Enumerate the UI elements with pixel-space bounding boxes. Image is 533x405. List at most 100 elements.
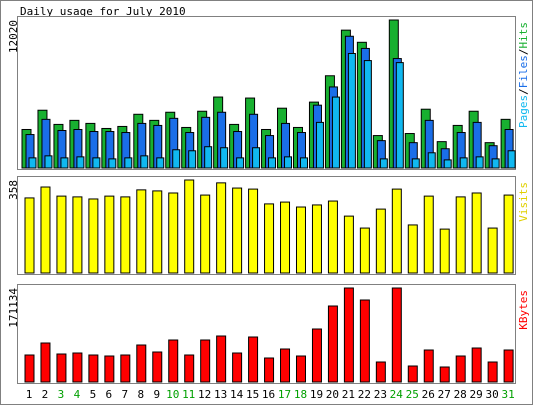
bar	[427, 152, 436, 169]
x-tick-label: 31	[501, 388, 514, 401]
bar	[391, 188, 402, 274]
bar	[44, 155, 53, 169]
bar	[295, 206, 306, 274]
bar	[72, 196, 83, 274]
bar	[379, 158, 388, 169]
x-tick-label: 29	[470, 388, 483, 401]
bar	[216, 335, 227, 383]
bar	[204, 146, 213, 169]
x-tick-label: 8	[137, 388, 144, 401]
bar	[439, 228, 450, 274]
bar	[395, 62, 404, 169]
bar	[407, 365, 418, 383]
x-tick-label: 3	[58, 388, 65, 401]
bar	[24, 197, 35, 274]
bar	[284, 156, 293, 169]
bar	[216, 182, 227, 274]
x-tick-label: 2	[42, 388, 49, 401]
bar	[331, 96, 340, 169]
bar	[411, 158, 420, 169]
bar	[343, 215, 354, 274]
bar	[104, 195, 115, 274]
bar	[252, 147, 261, 169]
bar	[347, 52, 356, 169]
bar	[232, 352, 243, 383]
x-tick-label: 20	[326, 388, 339, 401]
bar	[359, 227, 370, 274]
x-tick-label: 28	[454, 388, 467, 401]
x-tick-label: 25	[406, 388, 419, 401]
x-tick-label: 26	[422, 388, 435, 401]
bar	[60, 157, 69, 169]
x-tick-label: 10	[166, 388, 179, 401]
bar	[491, 158, 500, 169]
bar	[56, 353, 67, 383]
bar	[280, 348, 291, 383]
x-tick-label: 30	[486, 388, 499, 401]
legend: Pages/Files/Hits	[517, 22, 530, 128]
x-tick-label: 11	[182, 388, 195, 401]
bar	[363, 60, 372, 169]
x-tick-label: 7	[122, 388, 129, 401]
bar	[295, 355, 306, 383]
bar	[455, 196, 466, 274]
bar	[88, 354, 99, 383]
bar	[299, 157, 308, 169]
x-tick-label: 1	[26, 388, 33, 401]
bar	[200, 339, 211, 383]
bar	[168, 339, 179, 383]
bar	[471, 347, 482, 383]
chart-title: Daily usage for July 2010	[20, 5, 186, 18]
bar	[487, 227, 498, 274]
bar	[188, 150, 197, 169]
bar	[503, 194, 514, 274]
bar	[343, 287, 354, 383]
bar	[315, 121, 324, 169]
bar	[443, 159, 452, 169]
bar	[136, 344, 147, 383]
bar	[459, 157, 468, 169]
bar	[92, 157, 101, 169]
bar	[28, 157, 37, 169]
bar	[104, 355, 115, 383]
bar	[152, 351, 163, 383]
x-tick-label: 4	[74, 388, 81, 401]
y-tick-label: 12020	[7, 20, 20, 53]
bar	[40, 342, 51, 383]
bar	[327, 200, 338, 274]
bar	[184, 354, 195, 383]
x-tick-label: 17	[278, 388, 291, 401]
bar	[359, 299, 370, 383]
x-tick-label: 5	[90, 388, 97, 401]
bar	[280, 201, 291, 274]
bar	[120, 196, 131, 274]
bar	[88, 198, 99, 274]
bar	[156, 157, 165, 169]
bar	[487, 361, 498, 383]
legend-entry: Pages	[517, 95, 530, 128]
bar	[124, 157, 133, 169]
bar	[248, 336, 259, 383]
bar	[507, 150, 516, 169]
bar	[56, 195, 67, 274]
bar	[24, 354, 35, 383]
bar	[152, 190, 163, 274]
x-tick-label: 27	[438, 388, 451, 401]
bar	[391, 287, 402, 383]
legend-entry: Hits	[517, 22, 530, 49]
bar	[108, 158, 117, 169]
bar	[268, 157, 277, 169]
bar	[311, 328, 322, 383]
x-tick-label: 24	[390, 388, 404, 401]
bar	[407, 224, 418, 274]
legend-entry: KBytes	[517, 290, 530, 330]
x-tick-label: 15	[246, 388, 259, 401]
bar	[200, 194, 211, 274]
y-tick-label: 358	[7, 180, 20, 200]
x-tick-label: 9	[153, 388, 160, 401]
bar	[40, 186, 51, 274]
bar	[264, 203, 275, 274]
bar	[168, 192, 179, 274]
bar	[471, 192, 482, 274]
bar	[220, 147, 229, 169]
